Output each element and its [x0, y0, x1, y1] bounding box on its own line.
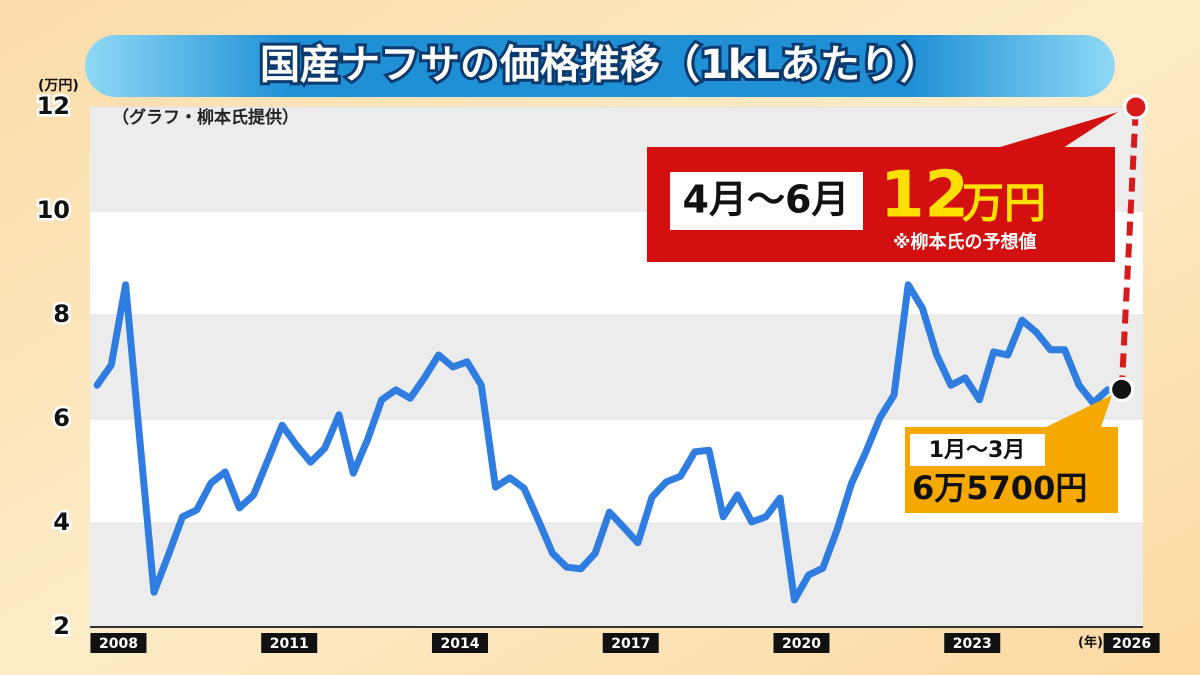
chart-title: 国産ナフサの価格推移（1kLあたり） [260, 42, 940, 88]
x-tick-label: 2017 [611, 636, 650, 652]
x-tick-label: 2026 [1112, 636, 1151, 652]
x-tick-box [1103, 633, 1160, 653]
title-banner [85, 35, 1115, 97]
forecast-note: ※柳本氏の予想値 [893, 231, 1037, 253]
y-tick-label: 6 [53, 404, 70, 432]
y-tick-label: 10 [37, 196, 70, 224]
forecast-unit: 万円 [962, 179, 1046, 228]
y-tick-label: 2 [53, 612, 70, 640]
latest-pointer [1040, 395, 1112, 430]
forecast-period: 4月～6月 [683, 178, 850, 222]
x-tick-box [944, 633, 1001, 653]
x-tick-label: 2014 [440, 636, 479, 652]
forecast-value: 12 [880, 159, 969, 233]
x-tick-label: 2023 [953, 636, 992, 652]
x-tick-box [431, 633, 488, 653]
x-tick-box [773, 633, 830, 653]
plot-area: 2 4 6 8 10 12 2008 2011 2014 2017 2020 2023 2026 [34, 90, 1160, 653]
point-marker [1109, 376, 1135, 402]
x-tick-box [602, 633, 659, 653]
x-unit: (年) [1078, 635, 1103, 651]
period-box [670, 172, 863, 230]
grid-band [90, 315, 1143, 419]
y-tick-label: 12 [37, 92, 70, 120]
price-line [93, 281, 1126, 604]
latest-value: 6万5700円 [912, 469, 1087, 507]
callouts: 4月～6月 12 万円 ※柳本氏の予想値 1月～3月 6万5700円 [647, 112, 1118, 513]
grid-band [90, 523, 1143, 627]
x-tick-box [90, 633, 147, 653]
y-tick-label: 4 [53, 508, 70, 536]
forecast-pointer [990, 112, 1118, 150]
x-tick-label: 2020 [782, 636, 821, 652]
source: （グラフ・柳本氏提供） [112, 107, 299, 128]
y-unit: (万円) [38, 78, 79, 94]
latest-period-box [910, 434, 1045, 466]
x-tick-label: 2008 [99, 636, 138, 652]
forecast-line [1118, 106, 1139, 390]
y-tick-label: 8 [53, 300, 70, 328]
latest-period: 1月～3月 [929, 438, 1026, 463]
x-tick-box [261, 633, 318, 653]
x-tick-label: 2011 [270, 636, 309, 652]
point-marker [1123, 94, 1149, 120]
